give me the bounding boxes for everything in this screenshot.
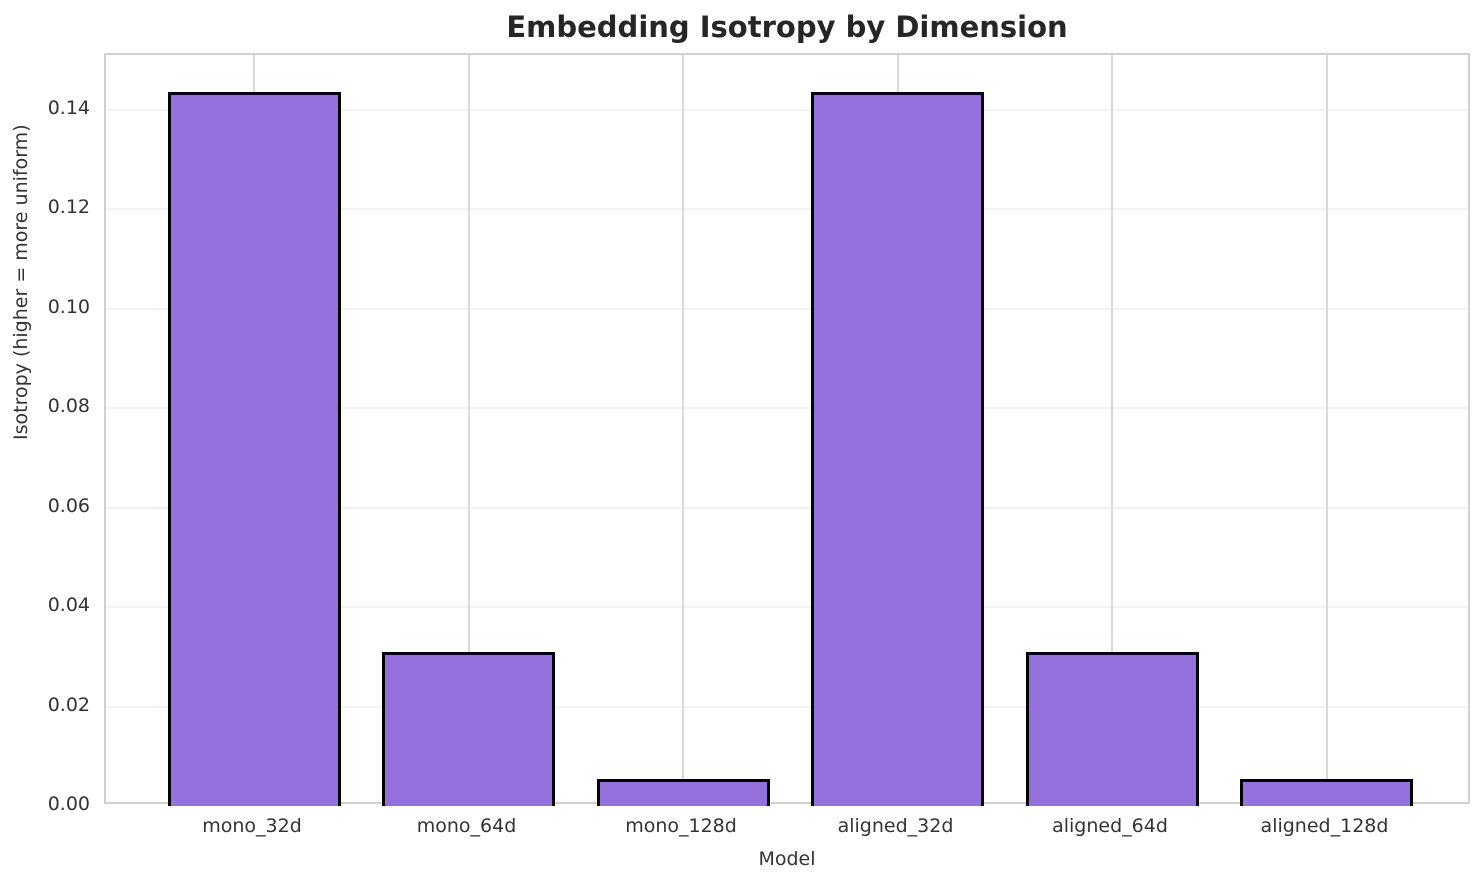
bar-aligned_128d [1240, 778, 1413, 806]
grid-line-horizontal [106, 606, 1468, 609]
bar-aligned_64d [1025, 651, 1199, 806]
x-axis-label: Model [758, 848, 816, 870]
y-axis-label: Isotropy (higher = more uniform) [10, 124, 32, 440]
bar-mono_32d [167, 91, 341, 806]
chart-title: Embedding Isotropy by Dimension [506, 10, 1068, 44]
grid-line-horizontal [106, 506, 1468, 509]
grid-line-horizontal [106, 208, 1468, 211]
bar-mono_64d [382, 651, 555, 806]
x-tick-label: mono_64d [416, 815, 517, 837]
grid-line-vertical [467, 55, 470, 802]
x-tick-label: aligned_32d [837, 815, 954, 837]
y-tick-label: 0.06 [47, 494, 90, 517]
bar-aligned_32d [811, 91, 984, 806]
y-tick-label: 0.14 [47, 96, 90, 119]
x-tick-label: aligned_128d [1260, 815, 1389, 837]
bar-mono_128d [596, 778, 770, 806]
grid-line-vertical [682, 55, 684, 802]
x-tick-label: mono_128d [625, 815, 737, 837]
y-tick-label: 0.04 [47, 594, 90, 617]
grid-line-horizontal [106, 705, 1468, 708]
grid-line-vertical [1111, 55, 1113, 802]
grid-line-vertical [1325, 55, 1328, 802]
grid-line-horizontal [106, 307, 1468, 310]
x-tick-label: mono_32d [202, 815, 302, 837]
grid-line-horizontal [106, 407, 1468, 410]
plot-area [104, 53, 1470, 806]
y-tick-label: 0.02 [47, 693, 90, 716]
grid-line-horizontal [106, 108, 1468, 111]
x-tick-label: aligned_64d [1052, 815, 1168, 837]
y-tick-label: 0.12 [47, 196, 90, 219]
y-tick-label: 0.08 [47, 395, 90, 418]
y-tick-label: 0.10 [47, 295, 90, 318]
y-tick-label: 0.00 [47, 793, 90, 815]
